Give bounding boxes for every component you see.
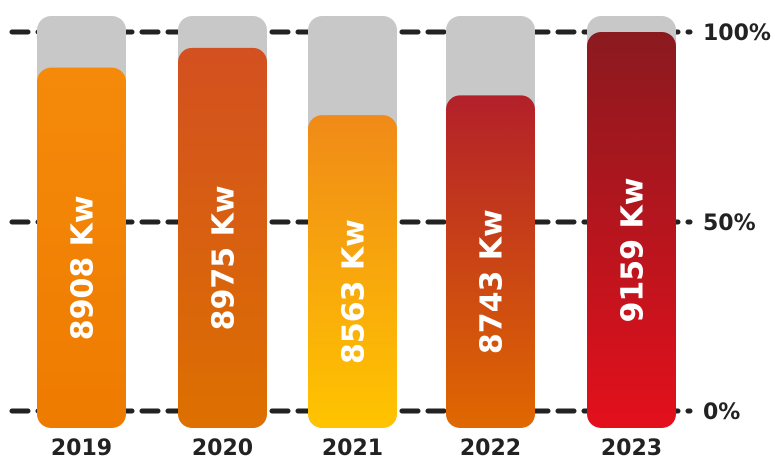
y-tick-label: 100% bbox=[703, 21, 771, 46]
x-axis-categories: 2019 2020 2021 2022 2023 bbox=[51, 436, 662, 461]
bar-value-label: 8563 Kw bbox=[337, 219, 372, 364]
bar bbox=[37, 67, 126, 428]
bar-value-labels: 8908 Kw 8975 Kw 8563 Kw 8743 Kw 9159 Kw bbox=[66, 178, 651, 364]
x-tick-label: 2023 bbox=[601, 436, 662, 461]
bar-value-label: 8975 Kw bbox=[207, 185, 242, 330]
bar bbox=[446, 95, 535, 429]
bar bbox=[587, 32, 676, 428]
bar bbox=[308, 115, 397, 428]
bar-value-label: 8908 Kw bbox=[66, 195, 101, 340]
bar-value-label: 8743 Kw bbox=[475, 209, 510, 354]
x-tick-label: 2021 bbox=[322, 436, 383, 461]
y-tick-label: 0% bbox=[703, 400, 740, 425]
x-tick-label: 2020 bbox=[192, 436, 253, 461]
bar-value-label: 9159 Kw bbox=[616, 178, 651, 323]
y-axis-ticks: 0% 50% 100% bbox=[703, 21, 771, 425]
bars bbox=[37, 32, 676, 429]
y-tick-label: 50% bbox=[703, 211, 756, 236]
bar bbox=[178, 47, 267, 429]
x-tick-label: 2019 bbox=[51, 436, 112, 461]
x-tick-label: 2022 bbox=[460, 436, 521, 461]
